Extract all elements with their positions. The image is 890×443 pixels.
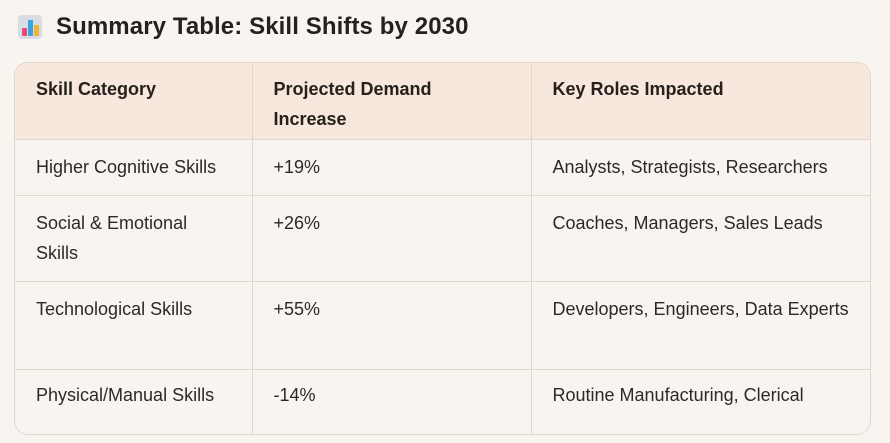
header-key-roles: Key Roles Impacted: [531, 63, 870, 140]
table-row: Higher Cognitive Skills +19% Analysts, S…: [15, 139, 870, 196]
cell-demand-change: +55%: [252, 281, 532, 371]
cell-demand-change: +26%: [252, 195, 532, 283]
cell-demand-change: +19%: [252, 139, 532, 196]
table-header-row: Skill Category Projected Demand Increase…: [15, 63, 870, 140]
cell-key-roles: Developers, Engineers, Data Experts: [531, 281, 870, 371]
cell-skill-category: Social & Emotional Skills: [15, 195, 253, 283]
bar-chart-icon-bar-pink: [22, 28, 27, 36]
bar-chart-icon-bar-blue: [28, 20, 33, 36]
cell-demand-change: -14%: [252, 369, 532, 434]
header-projected-demand: Projected Demand Increase: [252, 63, 532, 140]
page-title: Summary Table: Skill Shifts by 2030: [56, 13, 469, 40]
header-skill-category: Skill Category: [15, 63, 253, 140]
table-row: Physical/Manual Skills -14% Routine Manu…: [15, 369, 870, 434]
cell-skill-category: Higher Cognitive Skills: [15, 139, 253, 196]
bar-chart-icon-bar-yellow: [34, 25, 39, 36]
bar-chart-icon: [18, 15, 42, 39]
title-row: Summary Table: Skill Shifts by 2030: [18, 12, 469, 42]
cell-key-roles: Analysts, Strategists, Researchers: [531, 139, 870, 196]
cell-skill-category: Technological Skills: [15, 281, 253, 371]
summary-table: Skill Category Projected Demand Increase…: [15, 63, 870, 434]
cell-key-roles: Coaches, Managers, Sales Leads: [531, 195, 870, 283]
table-row: Social & Emotional Skills +26% Coaches, …: [15, 195, 870, 283]
table-row: Technological Skills +55% Developers, En…: [15, 281, 870, 371]
summary-table-container: Skill Category Projected Demand Increase…: [14, 62, 871, 435]
cell-skill-category: Physical/Manual Skills: [15, 369, 253, 434]
cell-key-roles: Routine Manufacturing, Clerical: [552, 385, 804, 406]
